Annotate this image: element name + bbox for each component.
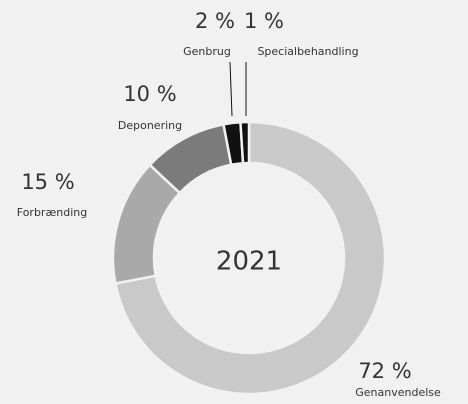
category-label: Specialbehandling <box>257 45 358 58</box>
value-label: 15 % <box>21 170 74 194</box>
category-label: Forbrænding <box>17 206 87 219</box>
value-label: 72 % <box>358 359 411 383</box>
value-label: 1 % <box>244 9 284 33</box>
value-label: 10 % <box>123 82 176 106</box>
donut-segment <box>113 120 387 396</box>
donut-segment <box>239 120 251 165</box>
center-text: 2021 <box>216 247 282 277</box>
category-label: Deponering <box>118 119 182 132</box>
category-label: Genanvendelse <box>355 386 441 399</box>
value-label: 2 % <box>195 9 235 33</box>
leader-line <box>229 61 233 117</box>
category-label: Genbrug <box>183 45 231 58</box>
